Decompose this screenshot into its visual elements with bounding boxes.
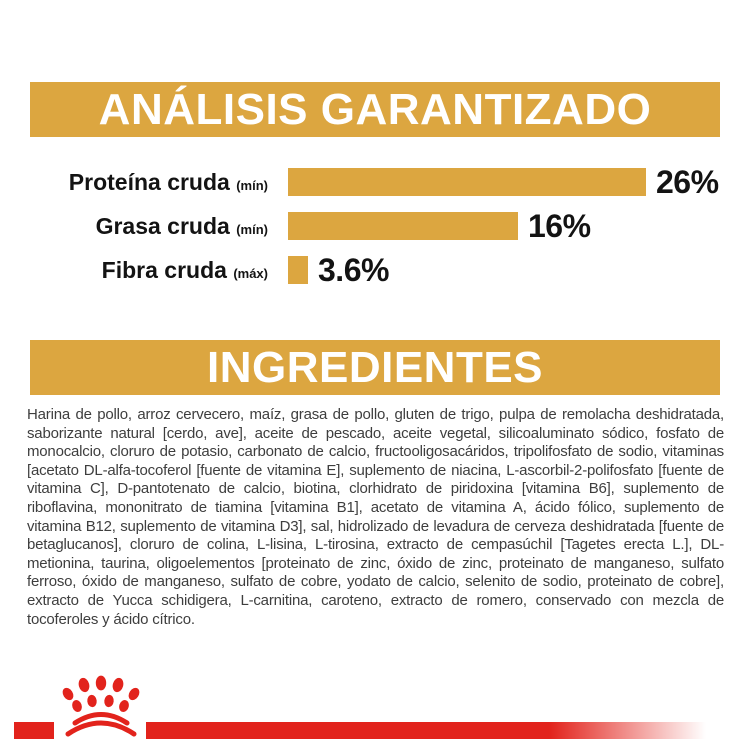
analysis-banner: ANÁLISIS GARANTIZADO <box>30 82 720 137</box>
chart-row-fiber: Fibra cruda (máx) 3.6% <box>0 252 750 288</box>
bar-fat <box>288 212 518 240</box>
chart-row-fat: Grasa cruda (mín) 16% <box>0 208 750 244</box>
nutrient-qualifier: (máx) <box>233 265 268 281</box>
guaranteed-analysis-chart: Proteína cruda (mín) 26% Grasa cruda (mí… <box>0 164 750 300</box>
ingredients-paragraph: Harina de pollo, arroz cervecero, maíz, … <box>27 406 724 628</box>
chart-label-fat: Grasa cruda (mín) <box>0 213 268 240</box>
value-protein: 26% <box>656 163 719 200</box>
footer-accent-line-left <box>14 722 54 739</box>
nutrient-name: Proteína cruda <box>68 168 230 195</box>
chart-label-protein: Proteína cruda (mín) <box>0 169 268 196</box>
ingredients-banner: INGREDIENTES <box>30 340 720 395</box>
nutrient-qualifier: (mín) <box>236 221 268 237</box>
bar-fiber <box>288 256 308 284</box>
bar-protein <box>288 168 646 196</box>
footer-accent-line-right <box>146 722 706 739</box>
nutrient-name: Fibra cruda <box>101 256 227 283</box>
chart-label-fiber: Fibra cruda (máx) <box>0 257 268 284</box>
value-fiber: 3.6% <box>318 251 389 288</box>
value-fat: 16% <box>528 207 591 244</box>
chart-row-protein: Proteína cruda (mín) 26% <box>0 164 750 200</box>
royal-canin-crown-icon <box>62 675 140 737</box>
analysis-title: ANÁLISIS GARANTIZADO <box>98 84 652 134</box>
ingredients-title: INGREDIENTES <box>206 342 544 392</box>
nutrient-qualifier: (mín) <box>236 177 268 193</box>
nutrient-name: Grasa cruda <box>95 212 230 239</box>
